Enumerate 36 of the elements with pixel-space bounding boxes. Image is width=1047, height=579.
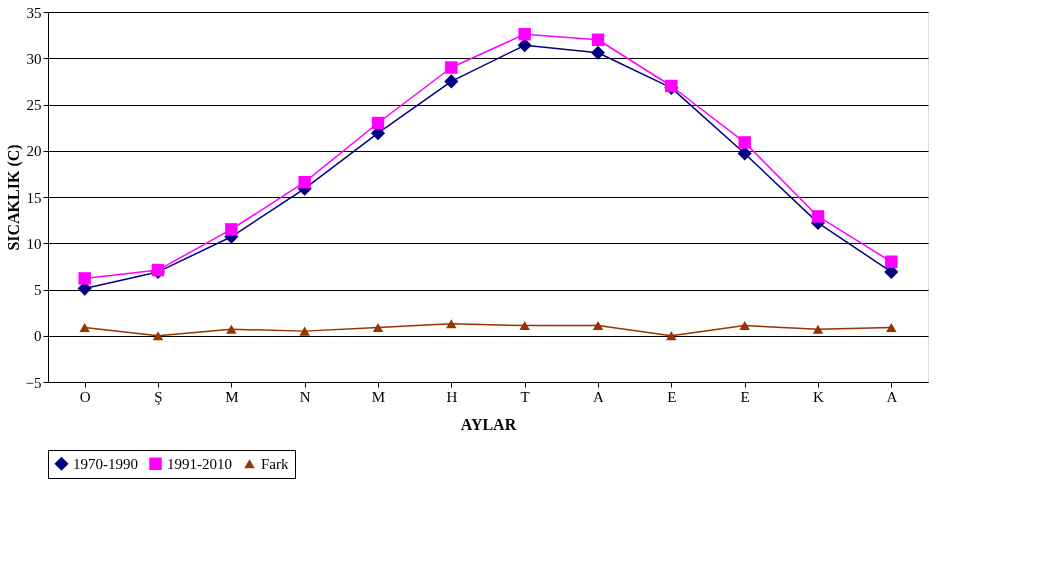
point: [591, 33, 605, 46]
legend-label: Fark: [261, 455, 289, 472]
point: [444, 74, 459, 89]
point: [885, 255, 898, 268]
point: [371, 116, 385, 130]
x-tick-label: A: [886, 388, 898, 405]
point: [298, 175, 311, 189]
x-tick-label: H: [446, 388, 458, 405]
x-tick-label: Ş: [154, 388, 163, 405]
x-tick-label: N: [299, 388, 311, 405]
y-tick-label: 10: [26, 235, 42, 252]
y-tick-label: 15: [26, 189, 42, 206]
y-tick-label: −5: [25, 374, 42, 391]
point: [737, 146, 752, 161]
legend-label: 1970-1990: [73, 455, 138, 472]
y-tick-label: 0: [34, 328, 42, 345]
y-tick-label: 5: [34, 282, 42, 298]
y-tick-label: 25: [26, 97, 42, 113]
point: [518, 27, 531, 41]
point: [517, 38, 532, 53]
point: [590, 45, 606, 60]
legend-label: 1991-2010: [167, 455, 232, 472]
x-tick-label: E: [667, 388, 677, 405]
x-tick-label: M: [371, 388, 386, 405]
y-tick-label: 20: [26, 143, 42, 160]
x-tick-label: T: [520, 388, 530, 405]
x-tick-label: K: [813, 388, 825, 405]
x-tick-label: M: [225, 388, 239, 405]
point: [811, 210, 825, 223]
x-tick-label: O: [79, 388, 91, 405]
x-tick-label: E: [740, 388, 750, 405]
x-axis-title: AYLAR: [460, 415, 517, 433]
y-tick-label: 35: [26, 4, 42, 21]
y-tick-label: 30: [26, 50, 42, 67]
x-tick-label: A: [593, 388, 605, 405]
y-axis-title: SICAKLIK (C): [4, 144, 23, 251]
